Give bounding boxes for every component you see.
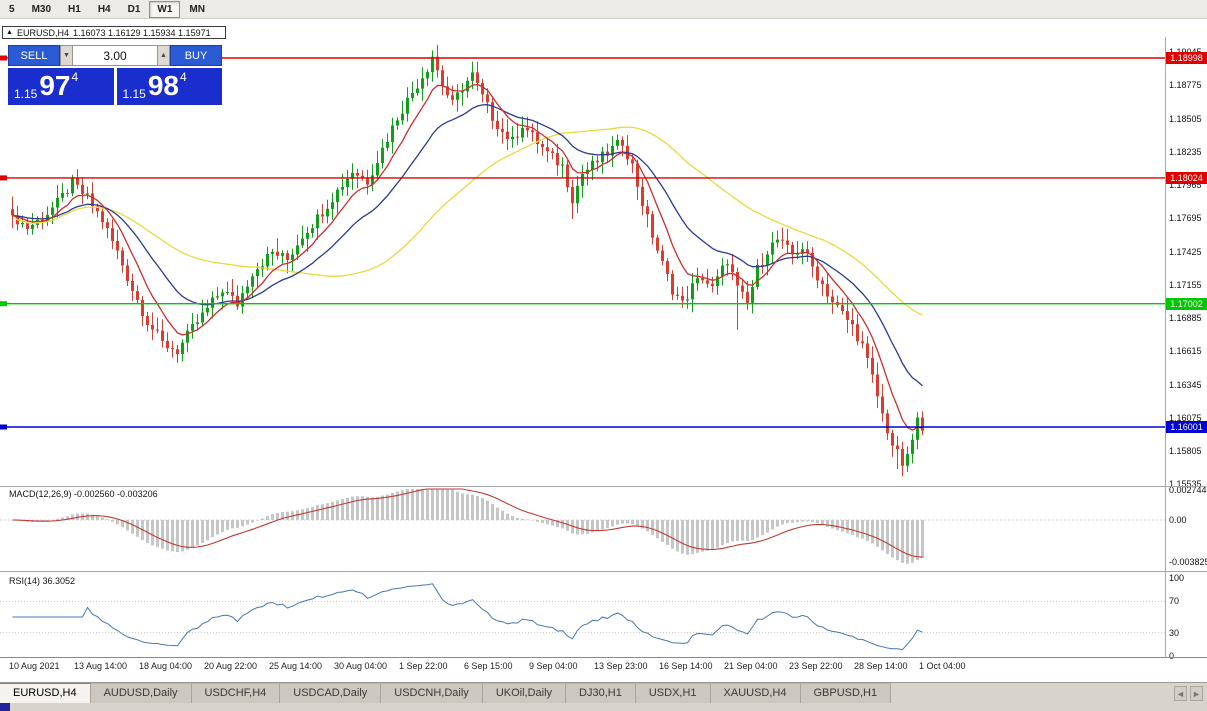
volume-increase-button[interactable]: ▲ <box>157 45 170 66</box>
chart-tab-audusd[interactable]: AUDUSD,Daily <box>90 683 192 703</box>
time-axis-label: 20 Aug 22:00 <box>204 661 258 671</box>
time-axis-label: 23 Sep 22:00 <box>789 661 843 671</box>
chart-tab-usdchf[interactable]: USDCHF,H4 <box>191 683 281 703</box>
chart-tabs-bar: EURUSD,H4 AUDUSD,Daily USDCHF,H4 USDCAD,Dai… <box>0 682 1207 703</box>
macd-scale-label: 0.002744 <box>1169 485 1207 495</box>
chart-tab-ukoil[interactable]: UKOil,Daily <box>482 683 567 703</box>
chart-tab-usdcad[interactable]: USDCAD,Daily <box>280 683 382 703</box>
time-axis-label: 25 Aug 14:00 <box>269 661 323 671</box>
ask-price-pipette: 4 <box>180 70 187 84</box>
price-line-badge: 1.18024 <box>1166 172 1207 184</box>
time-axis-label: 13 Aug 14:00 <box>74 661 128 671</box>
chart-symbol-label: EURUSD,H4 <box>16 27 69 38</box>
price-tick-label: 1.15805 <box>1169 446 1202 456</box>
time-axis-label: 9 Sep 04:00 <box>529 661 578 671</box>
bid-price-big-digits: 97 <box>39 70 71 101</box>
price-tick-label: 1.18235 <box>1169 147 1202 157</box>
price-line-badge: 1.18998 <box>1166 52 1207 64</box>
timeframe-button-h4[interactable]: H4 <box>97 3 111 15</box>
time-axis-line <box>0 657 1207 658</box>
chart-title-strip: ▲ EURUSD,H4 1.16073 1.16129 1.15934 1.15… <box>2 26 226 39</box>
price-tick-label: 1.16075 <box>1169 413 1202 423</box>
price-tick-label: 1.17965 <box>1169 180 1202 190</box>
price-scale[interactable]: 1.190451.187751.185051.182351.179651.176… <box>1166 37 1207 661</box>
price-tick-label: 1.16345 <box>1169 380 1202 390</box>
tab-scroll-left-button[interactable]: ◄ <box>1174 685 1187 701</box>
chart-tab-usdx[interactable]: USDX,H1 <box>635 683 711 703</box>
price-tick-label: 1.16615 <box>1169 346 1202 356</box>
bottom-strip <box>0 703 1207 711</box>
timeframe-button-w1[interactable]: W1 <box>149 0 181 18</box>
rsi-indicator-label: RSI(14) 36.3052 <box>9 576 76 586</box>
time-axis-label: 30 Aug 04:00 <box>334 661 388 671</box>
chart-tab-eurusd[interactable]: EURUSD,H4 <box>0 683 91 703</box>
rsi-scale-label: 100 <box>1169 573 1185 583</box>
timeframe-button-d1[interactable]: D1 <box>127 3 141 15</box>
one-click-trading-panel: SELL ▼ 3.00 ▲ BUY 1.15 97 4 1.15 98 4 <box>8 45 222 105</box>
chart-tab-dj30[interactable]: DJ30,H1 <box>566 683 636 703</box>
chart-tab-gbpusd[interactable]: GBPUSD,H1 <box>800 683 892 703</box>
chart-ohlc-readout: 1.16073 1.16129 1.15934 1.15971 <box>72 27 211 38</box>
rsi-scale-label: 70 <box>1169 596 1180 606</box>
bid-price-display[interactable]: 1.15 97 4 <box>8 68 114 105</box>
chart-collapse-icon[interactable]: ▲ <box>6 29 13 36</box>
time-axis-label: 1 Oct 04:00 <box>919 661 966 671</box>
time-axis[interactable]: 10 Aug 2021 13 Aug 14:00 18 Aug 04:00 20 Au… <box>0 660 1165 675</box>
timeframe-button-h1[interactable]: H1 <box>68 3 81 15</box>
price-tick-label: 1.17695 <box>1169 213 1202 223</box>
price-tick-label: 1.15535 <box>1169 479 1202 489</box>
price-line-badge: 1.17002 <box>1166 298 1207 310</box>
time-axis-label: 10 Aug 2021 <box>9 661 60 671</box>
rsi-scale-label: 0 <box>1169 651 1175 661</box>
time-axis-label: 18 Aug 04:00 <box>139 661 193 671</box>
rsi-pane-separator[interactable] <box>0 571 1207 572</box>
price-tick-label: 1.17425 <box>1169 247 1202 257</box>
price-tick-label: 1.18775 <box>1169 80 1202 90</box>
buy-button[interactable]: BUY <box>170 45 222 66</box>
price-tick-label: 1.16885 <box>1169 313 1202 323</box>
candlestick-chart-svg <box>0 44 1165 651</box>
macd-pane-separator[interactable] <box>0 486 1207 487</box>
rsi-scale-label: 30 <box>1169 628 1180 638</box>
time-axis-label: 28 Sep 14:00 <box>854 661 908 671</box>
volume-input[interactable]: 3.00 <box>73 45 157 66</box>
bid-price-pipette: 4 <box>71 70 79 84</box>
timeframe-button-5[interactable]: 5 <box>9 3 15 15</box>
price-scale-border <box>1165 37 1166 658</box>
chart-area[interactable] <box>0 37 1165 658</box>
price-tick-label: 1.18505 <box>1169 114 1202 124</box>
macd-scale-label: 0.00 <box>1169 515 1187 525</box>
time-axis-label: 16 Sep 14:00 <box>659 661 713 671</box>
timeframe-button-mn[interactable]: MN <box>189 3 205 15</box>
macd-scale-label: -0.003825 <box>1169 557 1207 567</box>
sell-button[interactable]: SELL <box>8 45 60 66</box>
timeframe-button-m30[interactable]: M30 <box>31 3 52 15</box>
ask-price-prefix: 1.15 <box>122 87 146 101</box>
tab-scroll-arrows: ◄ ► <box>1174 683 1207 703</box>
time-axis-label: 6 Sep 15:00 <box>464 661 513 671</box>
ask-price-big-digits: 98 <box>147 70 180 101</box>
chart-tab-usdcnh[interactable]: USDCNH,Daily <box>381 683 483 703</box>
macd-indicator-label: MACD(12,26,9) -0.002560 -0.003206 <box>9 489 158 499</box>
time-axis-label: 21 Sep 04:00 <box>724 661 778 671</box>
chart-tab-xauusd[interactable]: XAUUSD,H4 <box>710 683 801 703</box>
time-axis-label: 1 Sep 22:00 <box>399 661 448 671</box>
tab-scroll-right-button[interactable]: ► <box>1190 685 1203 701</box>
volume-decrease-button[interactable]: ▼ <box>60 45 73 66</box>
bid-price-prefix: 1.15 <box>14 87 38 101</box>
scroll-corner-square <box>0 703 10 711</box>
price-tick-label: 1.17155 <box>1169 280 1202 290</box>
time-axis-label: 13 Sep 23:00 <box>594 661 648 671</box>
timeframe-toolbar: 5 M30 H1 H4 D1 W1 MN <box>0 0 1207 19</box>
price-line-badge: 1.16001 <box>1166 421 1207 433</box>
ask-price-display[interactable]: 1.15 98 4 <box>116 68 222 105</box>
